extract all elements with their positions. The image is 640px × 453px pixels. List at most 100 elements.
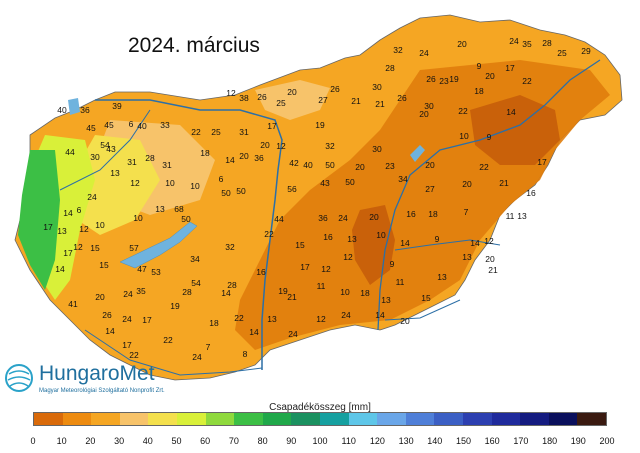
station-value: 9 <box>390 259 395 269</box>
station-value: 10 <box>190 181 200 191</box>
station-value: 35 <box>522 39 532 49</box>
station-value: 15 <box>99 260 109 270</box>
station-value: 23 <box>439 76 449 86</box>
station-value: 7 <box>206 342 211 352</box>
legend-tick: 50 <box>171 436 182 446</box>
legend-swatch <box>234 413 263 425</box>
legend-swatch <box>548 413 578 425</box>
legend-swatch <box>34 413 63 425</box>
station-value: 29 <box>581 46 591 56</box>
station-value: 10 <box>165 178 175 188</box>
station-value: 28 <box>542 38 552 48</box>
station-value: 13 <box>110 168 120 178</box>
station-value: 50 <box>181 214 191 224</box>
station-value: 31 <box>162 160 172 170</box>
station-value: 36 <box>318 213 328 223</box>
station-value: 12 <box>484 236 494 246</box>
station-value: 31 <box>239 127 249 137</box>
station-value: 21 <box>499 178 509 188</box>
station-value: 24 <box>288 329 298 339</box>
station-value: 24 <box>509 36 519 46</box>
station-value: 18 <box>360 288 370 298</box>
station-value: 13 <box>57 226 67 236</box>
legend-tick: 150 <box>455 436 472 446</box>
station-value: 18 <box>200 148 210 158</box>
lake-ferto <box>68 98 80 115</box>
station-value: 20 <box>355 162 365 172</box>
station-value: 43 <box>320 178 330 188</box>
station-value: 54 <box>100 140 110 150</box>
station-value: 18 <box>428 209 438 219</box>
station-value: 14 <box>375 310 385 320</box>
station-value: 22 <box>522 76 532 86</box>
station-value: 56 <box>287 184 297 194</box>
station-value: 11 <box>317 281 326 291</box>
station-value: 31 <box>127 157 137 167</box>
station-value: 26 <box>330 84 340 94</box>
station-value: 30 <box>372 144 382 154</box>
station-value: 57 <box>129 243 139 253</box>
station-value: 9 <box>477 61 482 71</box>
legend-tick: 70 <box>228 436 239 446</box>
station-value: 30 <box>90 152 100 162</box>
station-value: 20 <box>95 292 105 302</box>
station-value: 15 <box>295 240 305 250</box>
logo-name: HungaroMet <box>39 362 155 385</box>
station-value: 50 <box>325 160 335 170</box>
station-value: 38 <box>239 93 249 103</box>
station-value: 11 <box>506 211 515 221</box>
legend-color-bar <box>33 412 607 426</box>
lake-tisza <box>410 145 425 162</box>
station-value: 14 <box>470 238 480 248</box>
station-value: 50 <box>236 186 246 196</box>
station-value: 14 <box>506 107 516 117</box>
lake-balaton <box>119 221 198 269</box>
station-value: 42 <box>289 158 299 168</box>
legend-tick: 110 <box>341 436 356 446</box>
legend-tick: 170 <box>513 436 529 446</box>
station-value: 41 <box>68 299 78 309</box>
station-value: 15 <box>90 243 100 253</box>
station-value: 35 <box>136 286 146 296</box>
station-value: 28 <box>385 63 395 73</box>
legend-swatch <box>91 413 120 425</box>
station-value: 7 <box>464 207 469 217</box>
map-title: 2024. március <box>128 34 260 57</box>
legend-swatch <box>262 413 292 425</box>
station-value: 53 <box>151 267 161 277</box>
legend-swatch <box>462 413 492 425</box>
station-value: 19 <box>315 120 325 130</box>
station-value: 68 <box>174 204 184 214</box>
station-value: 15 <box>421 293 431 303</box>
station-value: 23 <box>385 161 395 171</box>
station-value: 22 <box>163 335 173 345</box>
legend-swatch <box>577 413 606 425</box>
station-value: 17 <box>122 340 132 350</box>
station-value: 19 <box>170 301 180 311</box>
river-koros <box>394 239 501 251</box>
station-value: 20 <box>369 212 379 222</box>
station-value: 20 <box>457 39 467 49</box>
station-value: 22 <box>234 313 244 323</box>
station-value: 19 <box>278 286 288 296</box>
station-value: 33 <box>160 120 170 130</box>
station-value: 6 <box>77 205 82 215</box>
station-value: 10 <box>376 230 386 240</box>
station-value: 25 <box>276 98 286 108</box>
station-value: 24 <box>87 192 97 202</box>
station-value: 44 <box>274 214 284 224</box>
station-value: 6 <box>219 174 224 184</box>
station-value: 13 <box>381 295 391 305</box>
min-precip-zone-central <box>352 205 395 285</box>
river-danube <box>95 99 283 370</box>
station-value: 19 <box>449 74 459 84</box>
legend-tick: 120 <box>369 436 385 446</box>
station-value: 25 <box>557 48 567 58</box>
legend-tick: 20 <box>85 436 96 446</box>
station-value: 25 <box>211 127 221 137</box>
station-value: 16 <box>323 232 333 242</box>
station-value: 17 <box>142 315 152 325</box>
station-value: 44 <box>65 147 75 157</box>
legend-tick: 40 <box>142 436 153 446</box>
station-value: 9 <box>487 132 492 142</box>
